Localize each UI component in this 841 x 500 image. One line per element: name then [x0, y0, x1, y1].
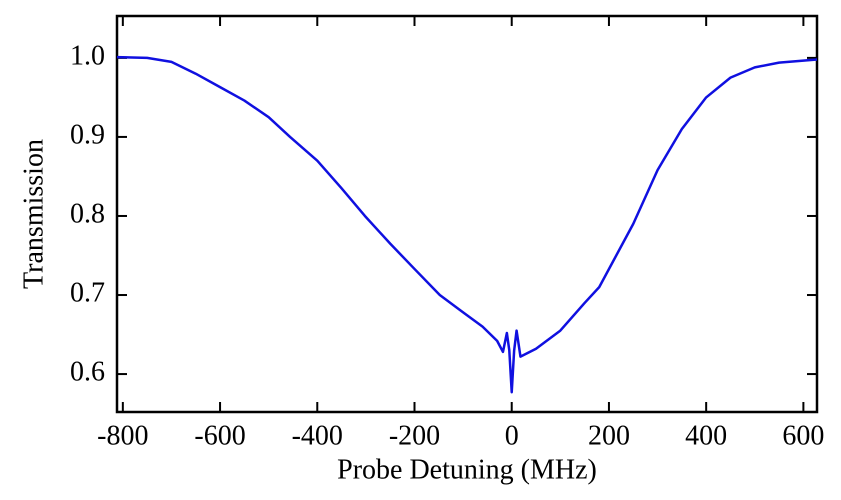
x-tick-label: -200 [389, 420, 440, 451]
x-tick-label: -800 [97, 420, 148, 451]
y-tick-label: 0.7 [70, 277, 105, 308]
x-tick-label: -600 [194, 420, 245, 451]
x-tick-label: 0 [505, 420, 519, 451]
x-tick-label: 600 [782, 420, 824, 451]
x-tick-label: -400 [292, 420, 343, 451]
data-line [116, 55, 818, 394]
y-tick-label: 1.0 [70, 40, 105, 71]
x-axis-label: Probe Detuning (MHz) [337, 454, 597, 485]
y-tick-label: 0.8 [70, 198, 105, 229]
y-tick-label: 0.6 [70, 356, 105, 387]
x-tick-label: 200 [588, 420, 630, 451]
y-tick-label: 0.9 [70, 119, 105, 150]
x-tick-label: 400 [685, 420, 727, 451]
y-axis-label: Transmission [18, 139, 49, 289]
plot-frame [115, 14, 819, 414]
